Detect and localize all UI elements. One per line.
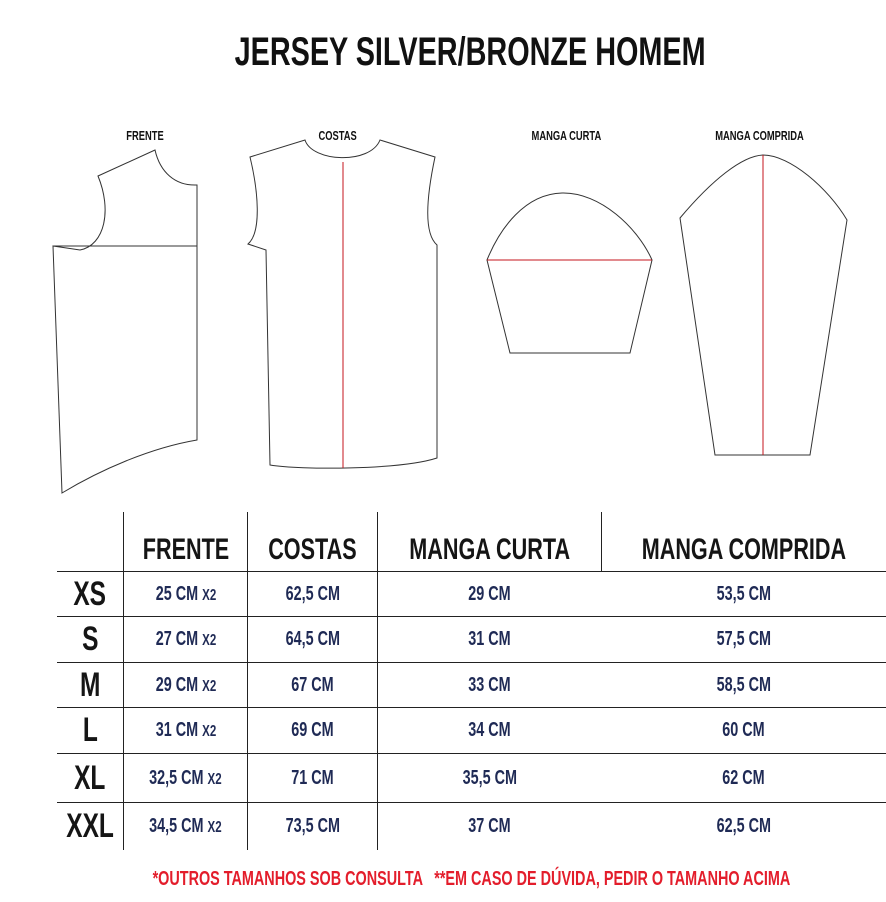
costas-pattern [247,139,438,469]
table-row: XS 25 CM X2 62,5 CM 29 CM 53,5 CM [57,571,886,617]
size-table: FRENTE COSTAS MANGA CURTA MANGA COMPRIDA… [57,512,886,850]
note-size-doubt: **EM CASO DE DÚVIDA, PEDIR O TAMANHO ACI… [434,868,791,890]
header-manga-curta: MANGA CURTA [376,512,602,572]
table-row: M 29 CM X2 67 CM 33 CM 58,5 CM [57,662,886,708]
label-frente: FRENTE [126,128,164,143]
table-header: FRENTE COSTAS MANGA CURTA MANGA COMPRIDA [57,512,886,572]
note-other-sizes: *OUTROS TAMANHOS SOB CONSULTA [152,868,423,890]
label-costas: COSTAS [318,128,358,143]
page-title: JERSEY SILVER/BRONZE HOMEM [234,30,706,74]
table-row: XXL 34,5 CM X2 73,5 CM 37 CM 62,5 CM [57,802,886,850]
table-row: L 31 CM X2 69 CM 34 CM 60 CM [57,707,886,754]
manga-curta-pattern [486,192,653,354]
header-costas: COSTAS [247,512,378,572]
header-manga-comprida: MANGA COMPRIDA [601,512,886,572]
manga-comprida-pattern [679,154,848,456]
pattern-drawings [52,139,848,494]
frente-pattern [52,149,198,494]
label-manga-curta: MANGA CURTA [531,128,601,143]
table-row: XL 32,5 CM X2 71 CM 35,5 CM 62 CM [57,753,886,803]
header-frente: FRENTE [123,512,248,572]
table-row: S 27 CM X2 64,5 CM 31 CM 57,5 CM [57,616,886,663]
label-manga-comprida: MANGA COMPRIDA [715,128,805,143]
